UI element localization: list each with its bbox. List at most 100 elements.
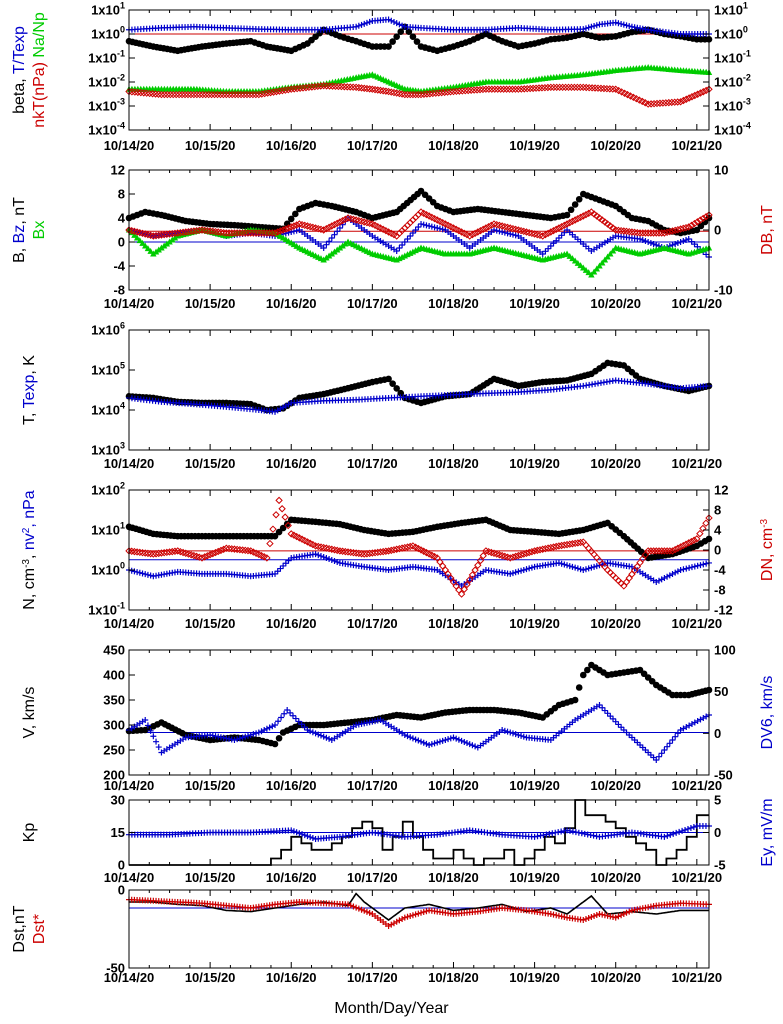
data-point-p4-1-143: [512, 569, 519, 576]
data-point-p2-3-202: [671, 226, 679, 235]
data-point-p4-2-147: [525, 548, 533, 557]
data-point-p1-3-26: [201, 90, 210, 99]
right-tick-label: 1x10-3: [714, 97, 751, 114]
data-point-p1-3-187: [671, 98, 679, 106]
x-tick-label: 10/18/20: [428, 616, 479, 631]
data-point-p2-3-9: [149, 232, 158, 240]
data-point-p1-3-77: [352, 83, 360, 92]
data-point-p4-1-74: [326, 556, 333, 563]
data-point-p6-1-64: [309, 835, 316, 842]
x-tick-label: 10/19/20: [509, 456, 560, 471]
data-point-p2-1-141: [507, 231, 514, 237]
data-point-p1-3-16: [172, 90, 180, 99]
plot-frame-p1: [128, 9, 710, 131]
x-tick-label: 10/15/20: [185, 616, 236, 631]
data-point-p2-0-120: [563, 211, 571, 219]
data-point-p1-3-182: [656, 99, 664, 107]
data-point-p1-3-133: [511, 85, 520, 93]
series-p4-1: [126, 551, 712, 589]
data-point-p2-2-15: [166, 238, 173, 245]
series-p3-1: [126, 377, 712, 415]
data-point-p1-3-125: [488, 85, 496, 93]
data-point-p7-1-171: [588, 914, 595, 920]
data-point-p4-2-208: [690, 536, 698, 544]
data-point-p5-1-49: [258, 728, 265, 735]
data-point-p2-3-30: [206, 227, 214, 235]
data-point-p4-1-162: [564, 562, 571, 569]
data-point-p4-1-205: [680, 566, 687, 573]
data-point-p7-1-85: [355, 905, 362, 912]
data-point-p2-3-127: [468, 230, 477, 239]
x-tick-label: 10/17/20: [347, 870, 398, 885]
data-point-p2-3-25: [192, 226, 201, 235]
data-point-p4-2-41: [236, 546, 244, 554]
data-point-p4-2-83: [352, 549, 360, 557]
data-point-p4-2-2: [130, 547, 139, 556]
data-point-p4-2-125: [465, 575, 474, 584]
data-point-p4-2-7: [144, 549, 152, 558]
data-point-p7-1-104: [407, 913, 414, 919]
data-point-p1-3-130: [502, 85, 511, 93]
data-point-p1-1-90: [388, 17, 395, 24]
data-point-p7-1-97: [388, 921, 395, 928]
data-point-p2-3-41: [236, 229, 244, 237]
y-tick-label: 1x10-2: [88, 73, 125, 90]
data-point-p2-3-126: [465, 232, 474, 240]
data-point-p2-3-56: [276, 227, 285, 235]
x-tick-label: 10/14/20: [104, 870, 155, 885]
data-point-p1-3-75: [346, 83, 354, 91]
data-point-p5-1-51: [263, 725, 270, 732]
data-point-p1-3-51: [275, 87, 284, 95]
data-point-p5-1-54: [272, 722, 279, 728]
data-point-p1-1-91: [390, 18, 397, 25]
data-point-p1-3-69: [328, 82, 337, 90]
data-point-p5-1-57: [281, 710, 288, 717]
y-axis-label: beta, T/Texp: [11, 26, 28, 114]
data-point-p4-2-120: [452, 582, 460, 590]
data-point-p1-3-184: [662, 99, 670, 107]
panel-p2: 10/14/20 10/15/20 10/16/20 10/17/20 10/18/20…: [11, 163, 776, 312]
data-point-p2-2-5: [139, 239, 146, 246]
x-axis-label: Month/Day/Year: [334, 1000, 449, 1017]
data-point-p1-1-79: [358, 21, 365, 28]
data-point-p1-3-190: [679, 96, 688, 105]
data-point-p1-3-94: [398, 90, 406, 98]
y-tick-label: -50: [106, 961, 125, 976]
data-point-p7-1-184: [623, 909, 630, 916]
data-point-p4-1-8: [147, 572, 154, 579]
data-point-p4-2-81: [347, 548, 355, 557]
data-point-p4-2-6: [141, 549, 149, 557]
data-point-p2-3-131: [479, 225, 487, 234]
data-point-p4-2-191: [644, 547, 652, 555]
data-point-p4-2-205: [682, 540, 690, 548]
data-point-p2-2-14: [163, 240, 171, 247]
data-point-p5-1-123: [461, 738, 468, 745]
data-point-p4-2-68: [311, 542, 320, 550]
data-point-p2-3-130: [476, 226, 485, 235]
x-tick-label: 10/19/20: [509, 778, 560, 793]
data-point-p2-2-74: [325, 252, 333, 259]
data-point-p5-1-109: [423, 740, 430, 747]
data-point-p1-3-186: [668, 98, 676, 107]
data-point-p1-3-91: [390, 88, 398, 97]
data-point-p6-1-192: [684, 825, 691, 832]
x-tick-label: 10/16/20: [266, 778, 317, 793]
data-point-p4-1-212: [700, 561, 707, 568]
data-point-p2-1-99: [393, 248, 400, 254]
data-point-p2-2-4: [136, 237, 144, 244]
data-point-p4-1-171: [588, 564, 595, 571]
data-point-p1-3-191: [682, 95, 690, 103]
data-point-p2-1-114: [434, 225, 441, 231]
data-point-p1-3-38: [237, 90, 245, 99]
x-tick-label: 10/17/20: [347, 456, 398, 471]
data-point-p2-3-197: [657, 229, 666, 237]
data-point-p2-3-164: [568, 217, 577, 226]
data-point-p4-2-144: [517, 551, 525, 559]
data-point-p1-3-161: [594, 84, 602, 92]
data-point-p1-3-66: [319, 82, 328, 90]
data-point-p1-3-195: [693, 90, 702, 98]
data-point-p1-1-159: [588, 23, 595, 30]
data-point-p2-3-27: [198, 226, 206, 234]
data-point-p2-3-14: [163, 230, 171, 239]
data-point-p2-3-195: [652, 229, 660, 237]
